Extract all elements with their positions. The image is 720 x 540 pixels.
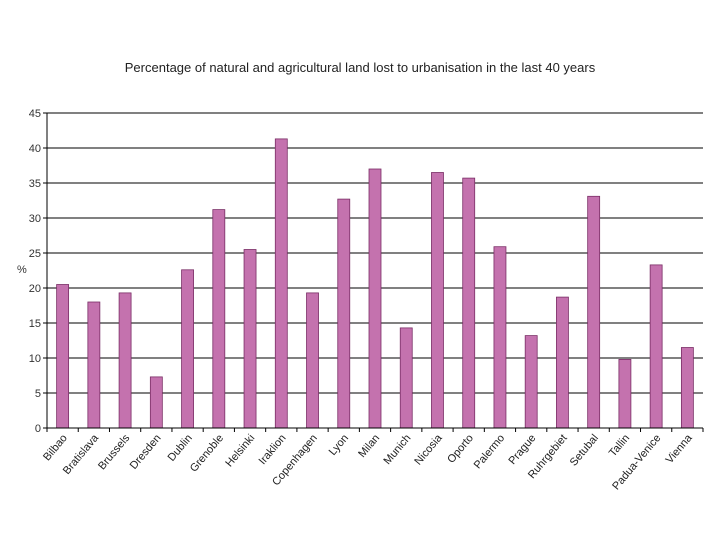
bar-oporto: [462, 177, 476, 429]
category-label-helsinki: Helsinki: [223, 432, 257, 469]
bar-palermo: [493, 246, 507, 429]
bar-setubal: [587, 195, 601, 429]
y-tick-label-30: 30: [29, 213, 41, 225]
bar-dresden: [149, 376, 163, 429]
category-label-dublin: Dublin: [166, 432, 195, 464]
category-label-nicosia: Nicosia: [412, 432, 445, 468]
bar-padua-venice: [649, 264, 663, 429]
bars: [56, 138, 694, 429]
category-label-brussels: Brussels: [96, 432, 133, 472]
y-tick-label-0: 0: [35, 423, 41, 435]
y-tick-label-15: 15: [29, 318, 41, 330]
y-tick-label-45: 45: [29, 108, 41, 120]
y-tick-label-35: 35: [29, 178, 41, 190]
bar-munich: [399, 327, 413, 429]
category-label-prague: Prague: [506, 432, 538, 467]
bar-dublin: [181, 269, 194, 429]
bar-bratislava: [87, 301, 101, 429]
category-label-milan: Milan: [356, 432, 382, 460]
y-tick-label-25: 25: [29, 248, 41, 260]
y-tick-label-10: 10: [29, 353, 41, 365]
y-tick-label-5: 5: [35, 388, 41, 400]
category-label-grenoble: Grenoble: [188, 432, 226, 474]
category-label-oporto: Oporto: [445, 432, 476, 465]
bar-lyon: [337, 198, 351, 429]
category-label-munich: Munich: [382, 432, 414, 467]
axes: [46, 113, 704, 432]
category-label-tallin: Tallin: [607, 432, 632, 459]
bar-copenhagen: [306, 292, 319, 429]
bar-prague: [524, 335, 538, 429]
category-label-vienna: Vienna: [664, 432, 696, 466]
category-label-dresden: Dresden: [128, 432, 164, 472]
y-axis-title: %: [17, 264, 27, 276]
category-label-lyon: Lyon: [327, 432, 351, 458]
chart-title: Percentage of natural and agricultural l…: [124, 60, 596, 75]
y-tick-labels: 0 5 10 15 20 25 30 35 40 45: [29, 108, 41, 435]
category-label-bilbao: Bilbao: [41, 432, 70, 463]
bar-bilbao: [56, 284, 70, 429]
bar-iraklion: [274, 138, 288, 429]
y-tick-label-20: 20: [29, 283, 41, 295]
bar-vienna: [680, 347, 694, 429]
bar-tallin: [618, 358, 632, 429]
bar-ruhrgebiet: [556, 296, 569, 429]
bar-milan: [368, 168, 382, 429]
y-tick-label-40: 40: [29, 143, 41, 155]
bar-grenoble: [212, 209, 226, 429]
category-label-iraklion: Iraklion: [257, 432, 289, 467]
category-label-palermo: Palermo: [472, 432, 508, 471]
bar-helsinki: [243, 249, 257, 429]
bar-brussels: [118, 292, 132, 429]
bar-nicosia: [431, 172, 444, 429]
category-label-setubal: Setubal: [568, 432, 601, 468]
